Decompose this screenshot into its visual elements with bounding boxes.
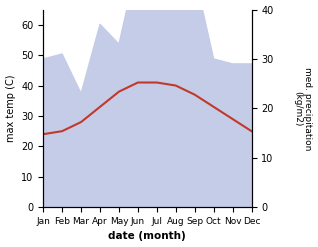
X-axis label: date (month): date (month) xyxy=(108,231,186,242)
Y-axis label: med. precipitation
(kg/m2): med. precipitation (kg/m2) xyxy=(293,67,313,150)
Y-axis label: max temp (C): max temp (C) xyxy=(5,75,16,142)
